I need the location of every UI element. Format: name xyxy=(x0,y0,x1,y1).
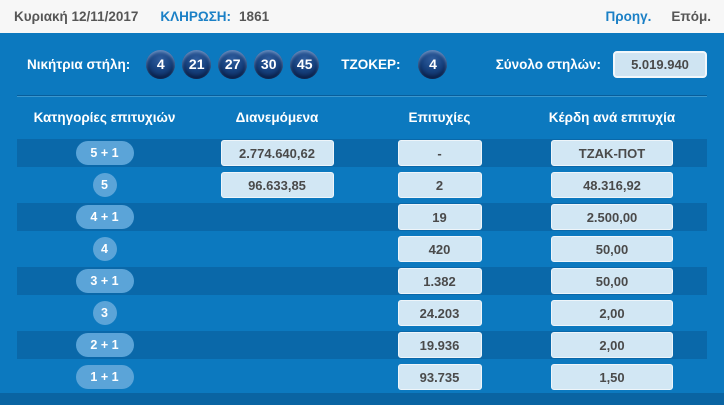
winning-ball: 45 xyxy=(290,49,320,79)
table-row: 1 + 1 93.735 1,50 xyxy=(17,361,707,393)
topbar: Κυριακή 12/11/2017 ΚΛΗΡΩΣΗ: 1861 Προηγ. … xyxy=(0,0,724,33)
winning-ball: 30 xyxy=(254,49,284,79)
winners-value: 2 xyxy=(397,172,482,198)
winners-cell: 24.203 xyxy=(362,300,517,326)
joker-label: ΤΖΟΚΕΡ: xyxy=(341,56,401,72)
prize-value: 1,50 xyxy=(551,364,673,390)
prize-cell: 48.316,92 xyxy=(517,172,707,198)
distributed-value: 2.774.640,62 xyxy=(220,140,334,166)
prize-cell: 2.500,00 xyxy=(517,204,707,230)
table-row: 5 96.633,85 2 48.316,92 xyxy=(17,169,707,201)
distributed-cell: 96.633,85 xyxy=(192,172,362,198)
winners-value: 19 xyxy=(397,204,482,230)
category-cell: 5 xyxy=(17,173,192,197)
next-draw-link[interactable]: Επόμ. xyxy=(671,9,711,24)
prize-cell: 50,00 xyxy=(517,236,707,262)
table-row: 4 + 1 19 2.500,00 xyxy=(17,201,707,233)
prize-cell: 2,00 xyxy=(517,300,707,326)
panel-footer-strip xyxy=(0,393,724,405)
category-badge: 5 + 1 xyxy=(75,141,134,165)
winners-value: 19.936 xyxy=(397,332,482,358)
category-badge: 3 xyxy=(92,301,117,325)
category-cell: 2 + 1 xyxy=(17,333,192,357)
table-row: 4 420 50,00 xyxy=(17,233,707,265)
winning-numbers-row: Νικήτρια στήλη: 4 21 27 30 45 ΤΖΟΚΕΡ: 4 Σύνο… xyxy=(17,33,707,95)
winning-column-label: Νικήτρια στήλη: xyxy=(27,56,131,72)
previous-draw-link[interactable]: Προηγ. xyxy=(605,9,652,24)
prize-value: 2,00 xyxy=(551,300,673,326)
distributed-value: 96.633,85 xyxy=(220,172,334,198)
category-badge: 5 xyxy=(92,173,117,197)
draw-number: 1861 xyxy=(239,9,270,24)
category-badge: 2 + 1 xyxy=(75,333,134,357)
winners-cell: 1.382 xyxy=(362,268,517,294)
category-cell: 4 xyxy=(17,237,192,261)
prize-value: 50,00 xyxy=(551,268,673,294)
table-row: 3 24.203 2,00 xyxy=(17,297,707,329)
prize-cell: ΤΖΑΚ-ΠΟΤ xyxy=(517,140,707,166)
distributed-cell: 2.774.640,62 xyxy=(192,140,362,166)
winners-value: 93.735 xyxy=(397,364,482,390)
results-panel: Νικήτρια στήλη: 4 21 27 30 45 ΤΖΟΚΕΡ: 4 Σύνο… xyxy=(0,33,724,405)
prize-cell: 2,00 xyxy=(517,332,707,358)
category-badge: 1 + 1 xyxy=(75,365,134,389)
prize-value: ΤΖΑΚ-ΠΟΤ xyxy=(551,140,673,166)
winning-ball: 27 xyxy=(218,49,248,79)
table-row: 5 + 1 2.774.640,62 - ΤΖΑΚ-ΠΟΤ xyxy=(17,137,707,169)
header-prize-per-win: Κέρδη ανά επιτυχία xyxy=(548,109,676,125)
category-cell: 3 xyxy=(17,301,192,325)
prize-cell: 50,00 xyxy=(517,268,707,294)
category-cell: 4 + 1 xyxy=(17,205,192,229)
draw-date: Κυριακή 12/11/2017 xyxy=(14,9,139,24)
winners-cell: 19.936 xyxy=(362,332,517,358)
winners-value: 24.203 xyxy=(397,300,482,326)
winners-cell: 93.735 xyxy=(362,364,517,390)
category-cell: 5 + 1 xyxy=(17,141,192,165)
header-categories: Κατηγορίες επιτυχιών xyxy=(33,109,176,125)
table-header-row: Κατηγορίες επιτυχιών Διανεμόμενα Επιτυχί… xyxy=(17,97,707,137)
prize-value: 50,00 xyxy=(551,236,673,262)
header-winners: Επιτυχίες xyxy=(408,109,471,125)
winners-cell: 420 xyxy=(362,236,517,262)
prize-value: 2.500,00 xyxy=(551,204,673,230)
header-distributed: Διανεμόμενα xyxy=(235,109,319,125)
table-row: 3 + 1 1.382 50,00 xyxy=(17,265,707,297)
winners-cell: 2 xyxy=(362,172,517,198)
table-row: 2 + 1 19.936 2,00 xyxy=(17,329,707,361)
winners-cell: - xyxy=(362,140,517,166)
prize-cell: 1,50 xyxy=(517,364,707,390)
section-divider xyxy=(17,95,707,97)
winners-value: - xyxy=(397,140,482,166)
winners-cell: 19 xyxy=(362,204,517,230)
prize-value: 2,00 xyxy=(551,332,673,358)
category-badge: 4 xyxy=(92,237,117,261)
winning-ball: 21 xyxy=(182,49,212,79)
results-table: 5 + 1 2.774.640,62 - ΤΖΑΚ-ΠΟΤ 5 96.633,85 2 48.… xyxy=(17,137,707,393)
winning-ball: 4 xyxy=(146,49,176,79)
category-badge: 3 + 1 xyxy=(75,269,134,293)
joker-ball: 4 xyxy=(418,49,448,79)
category-badge: 4 + 1 xyxy=(75,205,134,229)
total-columns-label: Σύνολο στηλών: xyxy=(495,56,601,72)
winners-value: 1.382 xyxy=(397,268,482,294)
category-cell: 1 + 1 xyxy=(17,365,192,389)
winning-balls: 4 21 27 30 45 xyxy=(146,49,320,79)
prize-value: 48.316,92 xyxy=(551,172,673,198)
draw-label: ΚΛΗΡΩΣΗ: xyxy=(160,9,232,24)
category-cell: 3 + 1 xyxy=(17,269,192,293)
winners-value: 420 xyxy=(397,236,482,262)
total-columns-value: 5.019.940 xyxy=(613,50,707,78)
